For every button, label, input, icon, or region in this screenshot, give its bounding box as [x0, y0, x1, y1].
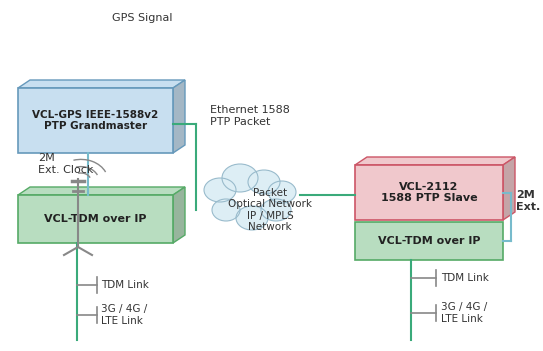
Polygon shape	[18, 80, 185, 88]
Text: 2M
Ext. Clock: 2M Ext. Clock	[516, 190, 543, 212]
Text: 3G / 4G /
LTE Link: 3G / 4G / LTE Link	[101, 304, 147, 326]
Polygon shape	[173, 187, 185, 243]
Ellipse shape	[222, 164, 258, 192]
Text: TDM Link: TDM Link	[441, 273, 489, 283]
Text: VCL-TDM over IP: VCL-TDM over IP	[378, 236, 480, 246]
Text: VCL-TDM over IP: VCL-TDM over IP	[44, 214, 147, 224]
Text: Ethernet 1588
PTP Packet: Ethernet 1588 PTP Packet	[210, 105, 290, 127]
Polygon shape	[173, 80, 185, 153]
Text: TDM Link: TDM Link	[101, 280, 149, 290]
Polygon shape	[18, 187, 185, 195]
Ellipse shape	[204, 178, 236, 202]
Text: VCL-GPS IEEE-1588v2
PTP Grandmaster: VCL-GPS IEEE-1588v2 PTP Grandmaster	[33, 110, 159, 131]
Text: GPS Signal: GPS Signal	[112, 13, 173, 23]
FancyBboxPatch shape	[18, 88, 173, 153]
Ellipse shape	[268, 181, 296, 203]
Ellipse shape	[248, 170, 280, 194]
Text: VCL-2112
1588 PTP Slave: VCL-2112 1588 PTP Slave	[381, 182, 477, 203]
FancyBboxPatch shape	[355, 165, 503, 220]
Text: 3G / 4G /
LTE Link: 3G / 4G / LTE Link	[441, 302, 488, 324]
Polygon shape	[503, 157, 515, 220]
FancyBboxPatch shape	[18, 195, 173, 243]
FancyBboxPatch shape	[355, 222, 503, 260]
Text: 2M
Ext. Clock: 2M Ext. Clock	[38, 153, 93, 174]
Text: Packet
Optical Network
IP / MPLS
Network: Packet Optical Network IP / MPLS Network	[228, 187, 312, 232]
Ellipse shape	[261, 199, 291, 221]
Ellipse shape	[236, 206, 268, 230]
Polygon shape	[355, 157, 515, 165]
Ellipse shape	[212, 199, 240, 221]
